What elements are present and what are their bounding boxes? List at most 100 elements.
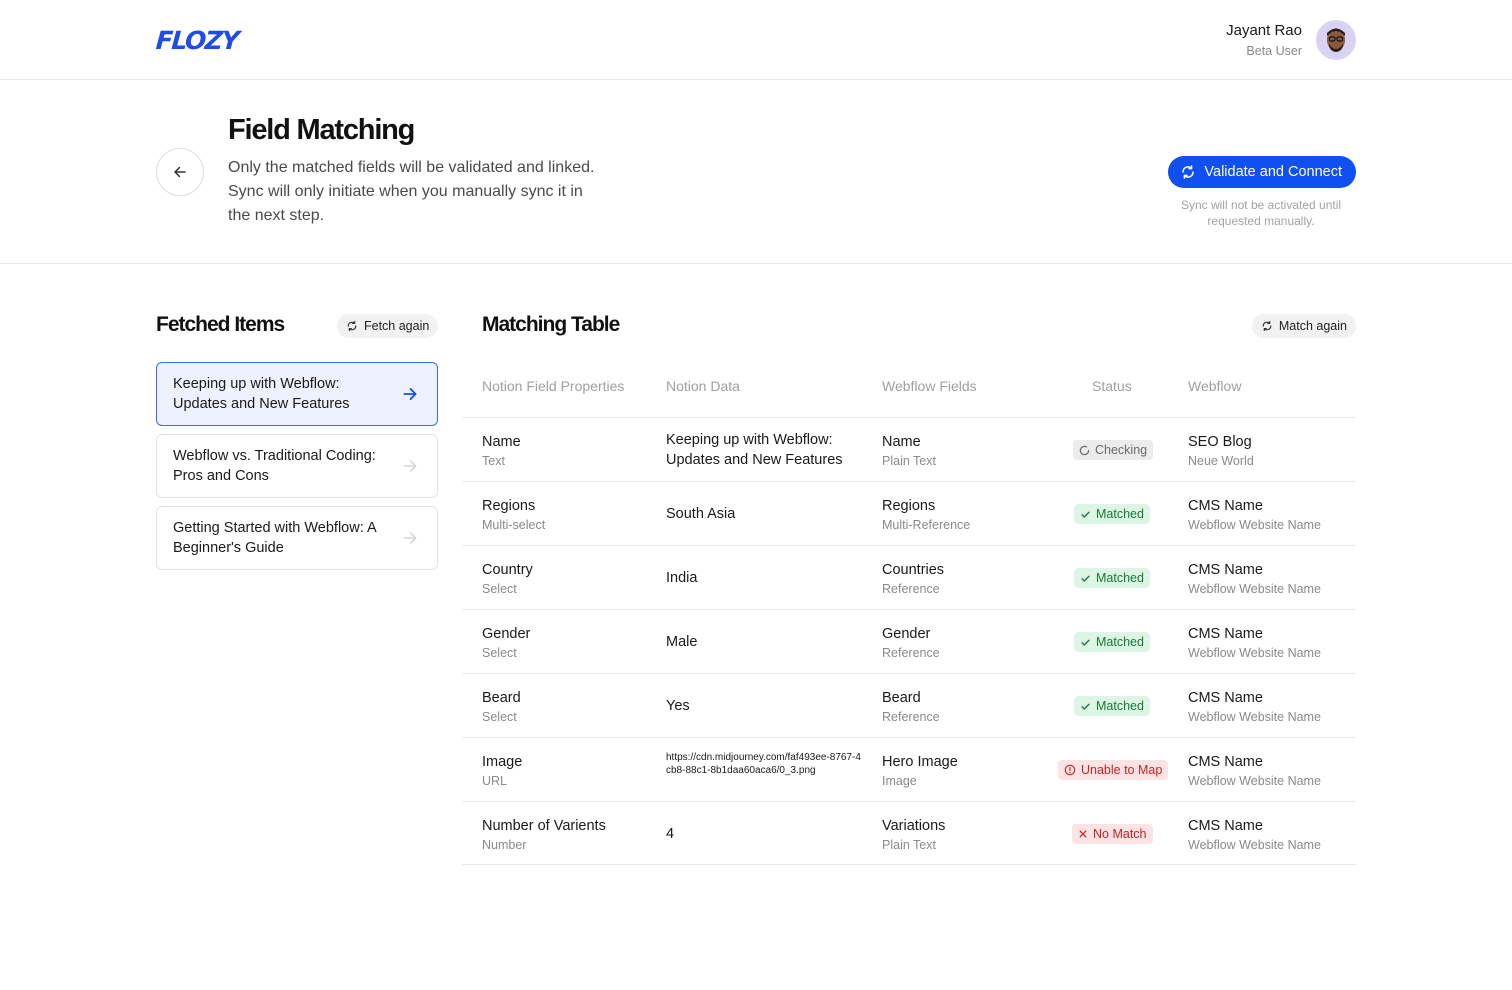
webflow-site-name: Webflow Website Name	[1188, 646, 1321, 660]
notion-field-name: Number of Varients	[482, 818, 606, 834]
notion-data: South Asia	[666, 506, 736, 522]
status-label: Matched	[1096, 571, 1144, 585]
webflow-cms-name: SEO Blog	[1188, 434, 1252, 450]
webflow-cms-name: CMS Name	[1188, 498, 1263, 514]
notion-data-url: https://cdn.midjourney.com/faf493ee-8767…	[666, 752, 861, 776]
column-header: Webflow	[1188, 378, 1242, 394]
table-row: Number of Varients Number 4 Variations P…	[462, 801, 1356, 865]
table-row: Country Select India Countries Reference…	[462, 545, 1356, 609]
webflow-cms-name: CMS Name	[1188, 690, 1263, 706]
notion-field-type: Select	[482, 646, 517, 660]
alert-circle-icon	[1064, 764, 1076, 776]
validate-and-connect-button[interactable]: Validate and Connect	[1168, 156, 1356, 188]
notion-field-type: Text	[482, 454, 505, 468]
webflow-cms-name: CMS Name	[1188, 754, 1263, 770]
webflow-site-name: Webflow Website Name	[1188, 518, 1321, 532]
fetched-item-label: Getting Started with Webflow: A Beginner…	[173, 520, 376, 556]
fetched-item-label: Keeping up with Webflow: Updates and New…	[173, 376, 350, 412]
match-again-label: Match again	[1278, 319, 1347, 333]
webflow-field-type: Reference	[882, 710, 940, 724]
back-button[interactable]	[156, 148, 204, 196]
webflow-field-type: Reference	[882, 646, 940, 660]
webflow-cms-name: CMS Name	[1188, 626, 1263, 642]
notion-field-name: Name	[482, 434, 521, 450]
webflow-field-type: Reference	[882, 582, 940, 596]
table-row: Image URL https://cdn.midjourney.com/faf…	[462, 737, 1356, 801]
notion-field-type: URL	[482, 774, 508, 788]
webflow-field-type: Plain Text	[882, 838, 936, 852]
flozy-logo[interactable]: FLOZY	[154, 26, 240, 55]
close-icon	[1079, 830, 1087, 838]
notion-data: India	[666, 570, 698, 586]
table-row: Name Text Keeping up with Webflow: Updat…	[462, 417, 1356, 481]
webflow-cms-name: CMS Name	[1188, 818, 1263, 834]
match-again-button[interactable]: Match again	[1251, 314, 1356, 338]
status-badge: No Match	[1072, 824, 1153, 844]
user-menu[interactable]: Jayant Rao Beta User	[1226, 20, 1356, 60]
status-label: No Match	[1093, 827, 1147, 841]
webflow-site-name: Webflow Website Name	[1188, 582, 1321, 596]
notion-data: Male	[666, 634, 698, 650]
webflow-field-type: Image	[882, 774, 917, 788]
webflow-cms-name: CMS Name	[1188, 562, 1263, 578]
fetched-item-label: Webflow vs. Traditional Coding: Pros and…	[173, 448, 376, 484]
status-label: Matched	[1096, 699, 1144, 713]
webflow-field-name: Variations	[882, 818, 946, 834]
webflow-site-name: Webflow Website Name	[1188, 774, 1321, 788]
arrow-right-icon	[403, 388, 417, 400]
table-row: Beard Select Yes Beard Reference Matched…	[462, 673, 1356, 737]
notion-field-type: Select	[482, 582, 517, 596]
user-info: Jayant Rao Beta User	[1226, 21, 1302, 60]
status-badge: Matched	[1074, 504, 1150, 524]
fetch-again-button[interactable]: Fetch again	[337, 314, 439, 338]
fetched-items-title: Fetched Items	[156, 313, 285, 336]
status-label: Matched	[1096, 507, 1144, 521]
status-badge: Matched	[1074, 696, 1150, 716]
webflow-site-name: Webflow Website Name	[1188, 838, 1321, 852]
check-icon	[1081, 511, 1090, 518]
status-label: Unable to Map	[1081, 763, 1163, 777]
status-badge: Matched	[1074, 568, 1150, 588]
webflow-field-name: Regions	[882, 498, 936, 514]
validate-button-label: Validate and Connect	[1204, 164, 1342, 180]
matching-table-title: Matching Table	[482, 313, 620, 336]
notion-field-type: Multi-select	[482, 518, 546, 532]
refresh-icon	[1182, 165, 1195, 179]
status-badge: Checking	[1073, 440, 1154, 460]
column-header: Status	[1092, 378, 1132, 394]
notion-field-name: Country	[482, 562, 533, 578]
webflow-field-name: Hero Image	[882, 754, 958, 770]
check-icon	[1081, 575, 1090, 582]
avatar[interactable]	[1316, 20, 1356, 60]
table-row: Gender Select Male Gender Reference Matc…	[462, 609, 1356, 673]
fetched-item[interactable]: Webflow vs. Traditional Coding: Pros and…	[156, 434, 438, 498]
notion-data: 4	[666, 826, 675, 842]
arrow-right-icon	[403, 460, 417, 472]
status-label: Checking	[1095, 443, 1148, 457]
webflow-field-name: Gender	[882, 626, 931, 642]
fetch-again-label: Fetch again	[364, 319, 430, 333]
notion-field-name: Image	[482, 754, 523, 770]
column-header: Notion Data	[666, 378, 740, 394]
status-badge: Matched	[1074, 632, 1150, 652]
user-name: Jayant Rao	[1226, 21, 1302, 39]
status-label: Matched	[1096, 635, 1144, 649]
webflow-field-type: Multi-Reference	[882, 518, 971, 532]
webflow-site-name: Webflow Website Name	[1188, 710, 1321, 724]
arrow-left-icon	[174, 166, 186, 178]
notion-field-name: Gender	[482, 626, 531, 642]
top-bar: FLOZY Jayant Rao Beta User	[0, 0, 1512, 80]
notion-field-name: Beard	[482, 690, 521, 706]
notion-field-type: Number	[482, 838, 527, 852]
webflow-field-type: Plain Text	[882, 454, 936, 468]
webflow-site-name: Neue World	[1188, 454, 1254, 468]
column-header: Webflow Fields	[882, 378, 977, 394]
page-description: Only the matched fields will be validate…	[228, 159, 595, 224]
fetched-item[interactable]: Keeping up with Webflow: Updates and New…	[156, 362, 438, 426]
notion-data: Keeping up with Webflow: Updates and New…	[666, 432, 843, 468]
notion-data: Yes	[666, 698, 690, 714]
fetched-item[interactable]: Getting Started with Webflow: A Beginner…	[156, 506, 438, 570]
page-title: Field Matching	[228, 114, 415, 146]
table-row: Regions Multi-select South Asia Regions …	[462, 481, 1356, 545]
webflow-field-name: Name	[882, 434, 921, 450]
